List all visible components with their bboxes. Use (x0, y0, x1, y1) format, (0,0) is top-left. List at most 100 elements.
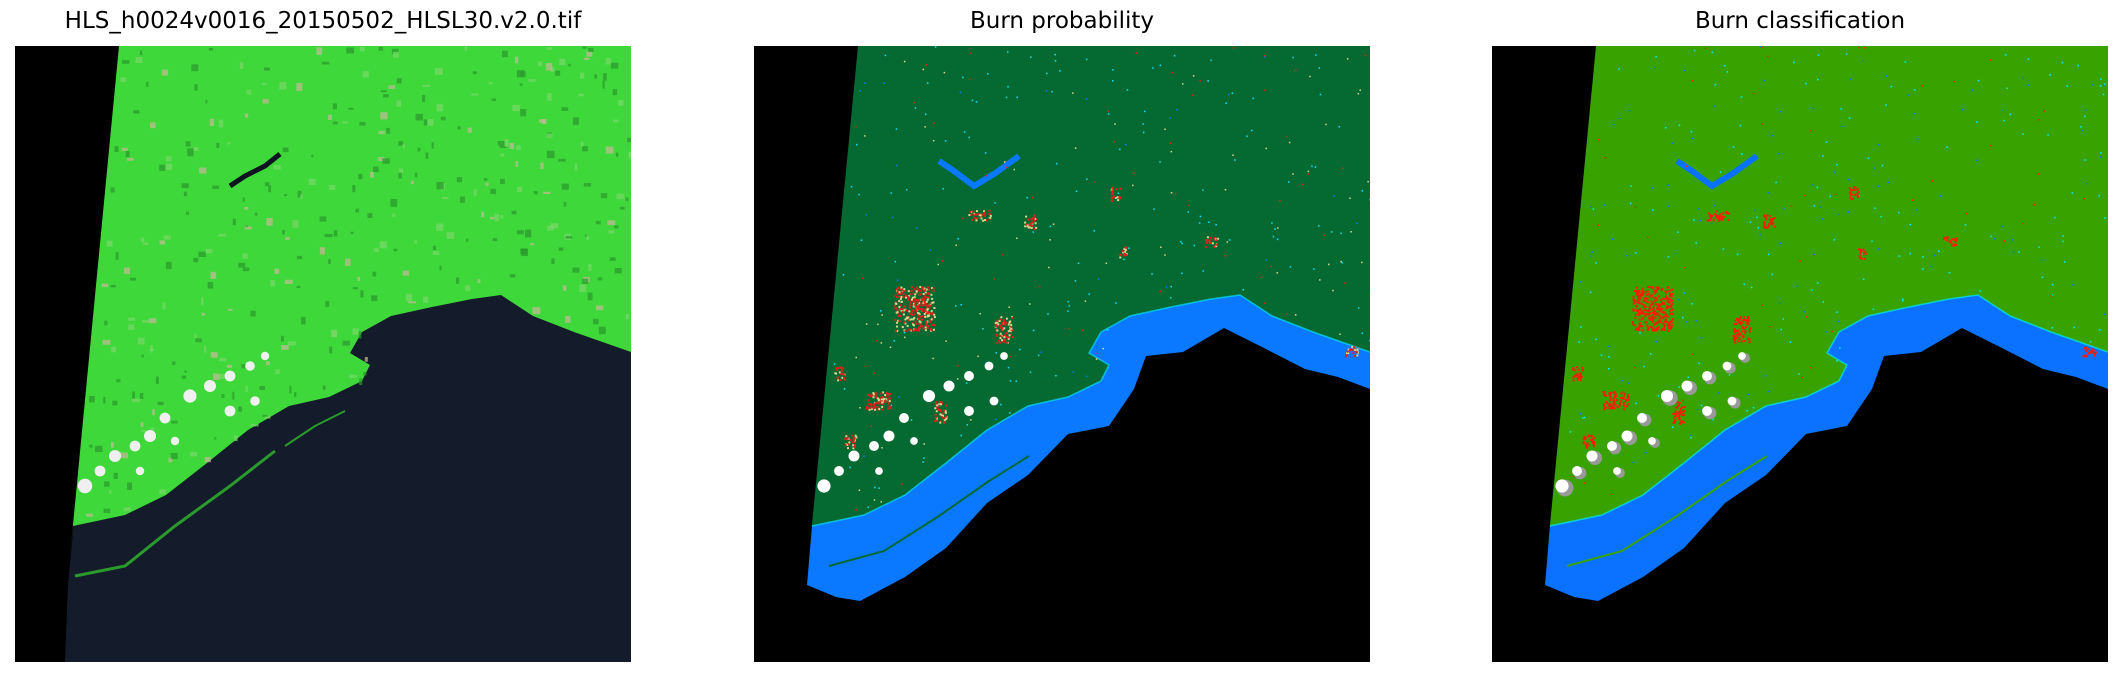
burn-patch-pixel (1664, 318, 1667, 321)
pixel-speck (1837, 320, 1839, 323)
pixel-speck (2104, 217, 2106, 219)
pixel-speck (1328, 263, 1330, 266)
land-texture (325, 300, 330, 307)
pixel-speck (1604, 156, 1607, 159)
burn-patch-pixel (930, 329, 933, 332)
pixel-speck (904, 336, 906, 339)
burn-patch-pixel (1747, 338, 1750, 341)
land-texture (546, 133, 553, 138)
burn-patch-pixel (910, 311, 913, 314)
burn-patch-pixel (895, 329, 898, 332)
burn-patch-pixel (1680, 409, 1683, 412)
burn-patch-pixel (939, 410, 942, 413)
burn-patch-pixel (1663, 298, 1666, 301)
land-texture (481, 211, 485, 218)
burn-patch-pixel (1655, 289, 1658, 292)
pixel-speck (881, 446, 883, 449)
pixel-speck (883, 82, 885, 84)
burn-patch-pixel (1351, 346, 1354, 349)
burn-patch-pixel (842, 367, 845, 370)
pixel-speck (925, 113, 927, 116)
burn-patch-pixel (923, 297, 926, 300)
pixel-speck (1192, 75, 1195, 77)
pixel-speck (1085, 98, 1088, 100)
burn-patch-pixel (898, 291, 901, 294)
pixel-speck (1009, 412, 1011, 414)
burn-patch-pixel (1035, 218, 1038, 221)
burn-patch-pixel (1765, 218, 1768, 221)
burn-patch-pixel (944, 415, 947, 418)
burn-patch-pixel (1662, 311, 1665, 314)
cloud (964, 406, 974, 416)
pixel-speck (1029, 303, 1031, 305)
burn-patch-pixel (1645, 297, 1648, 300)
burn-patch-pixel (929, 304, 932, 307)
burn-patch-pixel (876, 406, 879, 409)
pixel-speck (1225, 102, 1227, 105)
pixel-speck (932, 357, 934, 360)
burn-patch-pixel (1653, 323, 1656, 326)
pixel-speck (1173, 54, 1176, 57)
pixel-speck (982, 328, 984, 330)
pixel-speck (1810, 289, 1813, 291)
pixel-speck (873, 372, 875, 375)
pixel-speck (1839, 347, 1841, 349)
burn-patch-pixel (1652, 319, 1655, 322)
pixel-speck (1309, 75, 1311, 78)
burn-patch-pixel (912, 323, 915, 326)
burn-patch-pixel (1733, 334, 1736, 337)
land-texture (398, 141, 404, 146)
pixel-speck (926, 82, 929, 84)
land-texture (296, 285, 301, 289)
land-texture (537, 61, 543, 67)
burn-patch-pixel (1639, 307, 1642, 310)
pixel-speck (984, 152, 987, 154)
burn-patch-pixel (912, 329, 915, 332)
burn-patch-pixel (1652, 306, 1655, 309)
land-texture (141, 354, 144, 358)
land-texture (296, 255, 303, 260)
burn-patch-pixel (910, 318, 913, 321)
pixel-speck (1604, 204, 1606, 206)
burn-patch-pixel (914, 309, 917, 312)
burn-patch-pixel (1669, 309, 1672, 312)
burn-patch-pixel (1612, 403, 1615, 406)
land-texture (592, 318, 599, 325)
land-texture (485, 182, 489, 187)
burn-patch-pixel (905, 294, 908, 297)
burn-patch-pixel (1603, 403, 1606, 406)
pixel-speck (1015, 380, 1017, 383)
land-texture (467, 127, 472, 133)
burn-patch-pixel (847, 437, 850, 440)
land-texture (547, 93, 552, 101)
pixel-speck (1295, 69, 1297, 71)
land-texture (218, 119, 224, 128)
pixel-speck (961, 175, 963, 178)
pixel-speck (1816, 282, 1819, 284)
burn-patch-pixel (1665, 307, 1668, 310)
barrier-island (828, 455, 1030, 567)
burn-patch-pixel (1679, 412, 1682, 415)
pixel-speck (1584, 482, 1586, 484)
shoreline-edge (1549, 294, 2108, 527)
burn-patch-pixel (919, 298, 922, 301)
burn-patch-pixel (896, 329, 899, 332)
burn-patch-pixel (933, 313, 936, 316)
land-texture (328, 114, 332, 120)
pixel-speck (893, 339, 896, 342)
burn-patch-pixel (1654, 296, 1657, 299)
burn-patch-pixel (978, 216, 981, 219)
land-texture (143, 242, 149, 245)
land-texture (139, 393, 144, 399)
burn-patch-pixel (1009, 330, 1012, 333)
pixel-speck (1763, 79, 1765, 82)
burn-patch-pixel (1646, 290, 1649, 293)
pixel-speck (1367, 180, 1369, 183)
burn-patch-pixel (1682, 411, 1685, 414)
land-texture (598, 326, 606, 335)
burn-patch-pixel (1114, 196, 1117, 199)
burn-patch-pixel (1620, 400, 1623, 403)
pixel-speck (942, 187, 944, 190)
burn-patch-pixel (944, 411, 947, 414)
pixel-speck (1867, 157, 1870, 160)
